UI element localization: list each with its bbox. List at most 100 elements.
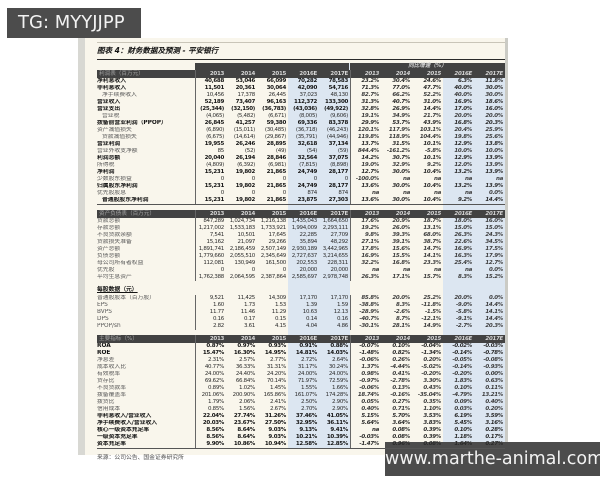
- table-row: ROE 15.47% 16.30% 14.95% 14.81% 14.03% -1.48% 0…: [97, 350, 505, 357]
- value-cell: 15,231: [195, 169, 226, 176]
- section-header-row: 资产负债表（百万元） 2013 2014 2015 2016E 2017E 2013 2014…: [97, 210, 505, 218]
- growth-cell: 8.3%: [395, 302, 410, 308]
- value-cell: 11.29: [271, 309, 287, 315]
- growth-cell: -1.34%: [421, 350, 441, 356]
- value-cell: 72.59%: [328, 378, 348, 384]
- year-header: 2013: [195, 210, 226, 218]
- value-cell: 0.97%: [237, 343, 255, 349]
- growth-cell: 34.5%: [485, 239, 503, 245]
- growth-cell: 0.98%: [350, 371, 381, 378]
- growth-cell: 53.7%: [392, 120, 410, 126]
- growth-cell: -2.6%: [393, 309, 410, 315]
- growth-year-header: 2016E: [454, 71, 472, 77]
- growth-cell: 14.7%: [423, 246, 441, 252]
- value-cell: (44,946): [326, 134, 348, 140]
- growth-cell: 40.0%: [454, 92, 472, 98]
- growth-cell: 0.08%: [423, 441, 441, 447]
- value-cell: 2.06%: [239, 399, 255, 405]
- value-cell: 0: [195, 267, 226, 274]
- growth-year-header: 2017E: [485, 211, 503, 217]
- value-cell: 1.59: [336, 302, 348, 308]
- value-cell: 161.07%: [294, 392, 318, 398]
- value-cell: 0.87%: [195, 343, 226, 350]
- growth-cell: 0.40%: [485, 399, 503, 405]
- row-label: 负债总额: [97, 253, 121, 259]
- value-cell: 10.94%: [264, 441, 286, 447]
- value-cell: (8,005): [299, 113, 317, 119]
- growth-cell: 18.74%: [350, 392, 381, 399]
- table-row: 拨贷比 1.79% 2.06% 2.41% 2.50% 2.90% 0.05% 0.27% 0.…: [97, 399, 505, 406]
- value-cell: 4.15: [274, 323, 286, 329]
- value-cell: (35,791): [295, 134, 317, 140]
- row-label: 拨贷比: [97, 399, 115, 405]
- value-cell: 19,802: [235, 197, 256, 203]
- growth-cell: 0.0%: [488, 267, 503, 273]
- value-cell: 0: [251, 190, 256, 196]
- table-row: 资本充足率 9.90% 10.86% 10.94% 12.58% 12.85% -1.47%…: [97, 441, 505, 449]
- value-cell: 20,040: [195, 155, 226, 162]
- growth-cell: 20.0%: [392, 295, 410, 301]
- table-row: PPOP/sh 2.82 3.61 4.15 4.04 4.86 -30.1% 28.1% 14…: [97, 323, 505, 330]
- growth-cell: 16.8%: [454, 120, 472, 126]
- table-row: 营业利润 19,955 26,246 28,895 32,618 37,134 13.7% 3…: [97, 141, 505, 148]
- value-cell: (32,150): [231, 106, 255, 112]
- value-cell: 31.31%: [266, 364, 286, 370]
- growth-cell: -9.1%: [455, 316, 472, 322]
- growth-cell: 5.15%: [350, 413, 381, 420]
- growth-year-header: 2014: [395, 71, 410, 77]
- value-cell: 24,749: [297, 169, 318, 175]
- value-cell: 2,293,111: [322, 225, 349, 231]
- growth-cell: -1.5%: [424, 309, 441, 315]
- growth-cell: 16.3%: [454, 253, 472, 259]
- row-label: 净手续费收入/营业收入: [97, 420, 158, 426]
- growth-cell: 6.3%: [457, 78, 472, 84]
- table-row: 净手续费收入 10,456 17,378 26,445 37,023 48,130 82.7…: [97, 92, 505, 99]
- growth-year-header: 2015: [426, 71, 441, 77]
- growth-cell: 16.9%: [454, 246, 472, 252]
- row-label: 少数股东损益: [97, 176, 132, 182]
- value-cell: 0: [195, 176, 226, 183]
- growth-cell: 0.05%: [350, 399, 381, 406]
- growth-cell: 3.16%: [485, 420, 503, 426]
- growth-cell: 1.10%: [423, 406, 441, 412]
- section-header-label: 利润表（百万元）: [99, 71, 144, 77]
- growth-cell: 117.9%: [388, 127, 410, 133]
- value-cell: 19,802: [235, 183, 256, 189]
- growth-cell: na: [433, 190, 441, 196]
- growth-cell: 15.0%: [485, 225, 503, 231]
- value-cell: 1,891,741: [195, 246, 226, 253]
- growth-cell: na: [433, 176, 441, 182]
- growth-cell: -4.44%: [390, 364, 410, 370]
- table-row: 一级资本充足率 8.56% 8.64% 9.03% 10.21% 10.39% -0.03%…: [97, 434, 505, 441]
- growth-cell: 17.1%: [392, 274, 410, 280]
- growth-cell: 10.4%: [423, 183, 441, 189]
- row-label: 核心一级资本充足率: [97, 427, 150, 433]
- table-row: 母公司所有者权益 112,081 130,949 161,500 202,553 228,…: [97, 260, 505, 267]
- growth-cell: na: [402, 190, 410, 196]
- growth-cell: 13.9%: [485, 183, 503, 189]
- table-row: EPS 1.60 1.73 1.53 1.39 1.59 -38.8% 8.3% -11.8% -…: [97, 302, 505, 309]
- growth-cell: -5.8%: [424, 148, 441, 154]
- growth-cell: 13.6%: [350, 197, 381, 204]
- value-cell: (52): [244, 148, 255, 154]
- growth-cell: 0.10%: [392, 343, 410, 349]
- table-row: 负债总额 1,779,660 2,055,510 2,345,649 2,727,637…: [97, 253, 505, 260]
- value-cell: (9,606): [330, 113, 348, 119]
- table-row: 营业外收支净额 85 (52) (49) (54) (59) 844.4% -161.2% -5…: [97, 148, 505, 155]
- growth-cell: 30.0%: [392, 197, 410, 203]
- value-cell: 36.33%: [235, 364, 255, 370]
- growth-cell: 20.3%: [485, 323, 503, 329]
- value-cell: 24.20%: [266, 371, 286, 377]
- growth-cell: 16.0%: [485, 218, 503, 224]
- value-cell: 32,564: [297, 155, 318, 161]
- growth-cell: 32.8%: [350, 106, 381, 113]
- value-cell: 0.88%: [330, 343, 348, 349]
- value-cell: 2.67%: [270, 406, 286, 412]
- growth-cell: -5.02%: [421, 364, 441, 370]
- tg-watermark-badge: TG: MYYJJPP: [7, 8, 141, 38]
- growth-cell: -0.03%: [483, 343, 503, 349]
- value-cell: 12.85%: [326, 441, 348, 447]
- row-label: 平均生息资产: [97, 274, 132, 280]
- value-cell: 0: [251, 267, 256, 273]
